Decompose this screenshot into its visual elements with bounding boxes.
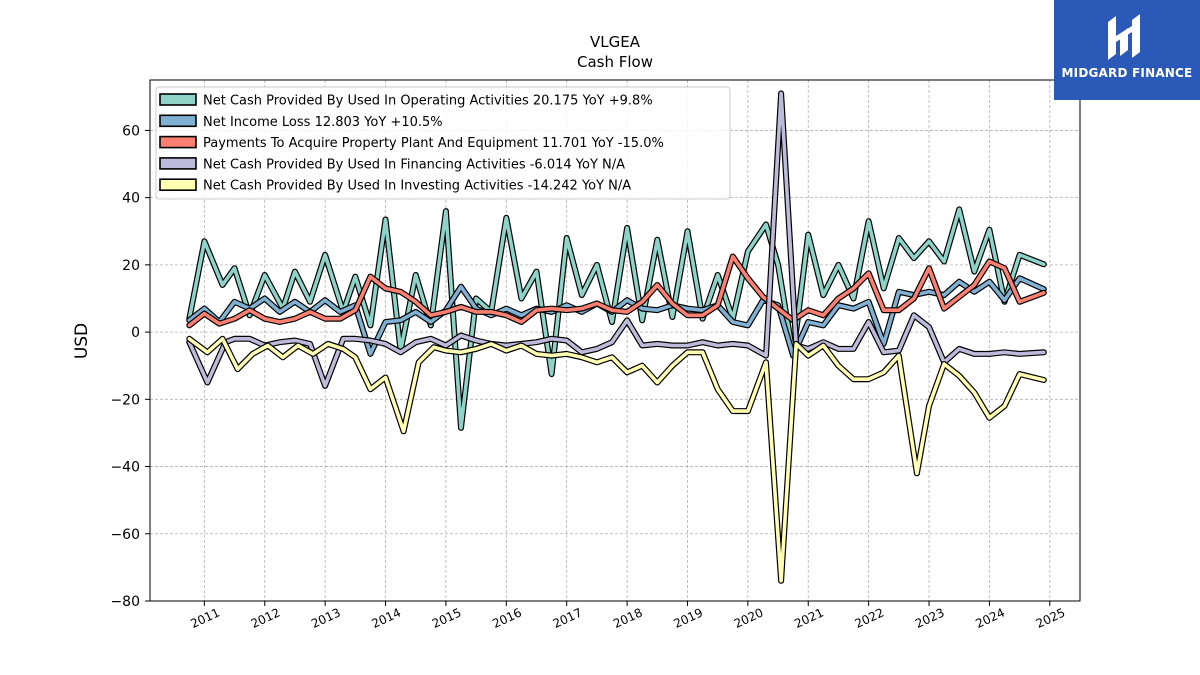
y-tick-label: 20 <box>122 258 140 274</box>
legend-swatch <box>159 114 197 128</box>
legend-label: Net Cash Provided By Used In Operating A… <box>203 94 653 109</box>
series-line-1 <box>187 207 1046 430</box>
series-lines <box>186 90 1047 584</box>
x-tick-label: 2018 <box>611 605 645 631</box>
x-tick-label: 2024 <box>973 605 1007 631</box>
legend-swatch <box>159 135 197 149</box>
chart-subtitle: Cash Flow <box>577 53 653 71</box>
legend-label: Payments To Acquire Property Plant And E… <box>203 136 664 151</box>
y-axis-label: USD <box>72 323 92 359</box>
x-tick-label: 2017 <box>551 605 585 631</box>
legend-label: Net Cash Provided By Used In Financing A… <box>203 157 625 172</box>
x-tick-label: 2016 <box>490 605 524 631</box>
x-tick-label: 2012 <box>249 605 283 631</box>
y-tick-label: −80 <box>110 594 140 610</box>
midgard-logo-icon <box>1108 14 1140 60</box>
legend-box <box>155 86 731 200</box>
x-axis-ticks: 2011 2012 2013 2014 2015 2016 2017 2018 2019 2020… <box>188 601 1067 631</box>
chart-title: VLGEA <box>590 33 641 51</box>
x-tick-label: 2019 <box>671 605 705 631</box>
legend-swatch <box>159 93 197 106</box>
x-tick-label: 2022 <box>853 605 887 631</box>
x-tick-label: 2014 <box>369 605 403 631</box>
y-tick-label: 60 <box>122 123 140 139</box>
x-tick-label: 2013 <box>309 605 343 631</box>
series-line-5 <box>187 336 1046 583</box>
x-tick-label: 2023 <box>913 605 947 631</box>
x-tick-label: 2025 <box>1034 605 1068 631</box>
plot-frame <box>149 79 1081 602</box>
brand-name: MIDGARD FINANCE <box>1061 66 1193 80</box>
x-tick-label: 2021 <box>792 605 826 631</box>
x-tick-label: 2011 <box>188 605 222 631</box>
series-line-4 <box>187 91 1046 388</box>
y-tick-label: −20 <box>110 392 140 408</box>
legend-label: Net Cash Provided By Used In Investing A… <box>203 179 631 194</box>
y-tick-label: 0 <box>131 325 140 341</box>
legend-label: Net Income Loss 12.803 YoY +10.5% <box>203 115 443 130</box>
brand-logo: MIDGARD FINANCE <box>1054 0 1200 100</box>
y-axis-ticks: −80 −60 −40 −20 0 20 40 60 <box>110 123 150 610</box>
y-tick-label: 40 <box>122 191 140 207</box>
legend-swatch <box>159 157 197 170</box>
series-line-3 <box>187 254 1046 328</box>
y-tick-label: −60 <box>110 527 140 543</box>
legend-swatch <box>159 178 197 191</box>
y-tick-label: −40 <box>110 460 140 476</box>
legend: Net Cash Provided By Used In Operating A… <box>155 86 731 200</box>
x-tick-label: 2015 <box>430 605 464 631</box>
x-tick-label: 2020 <box>732 605 766 631</box>
